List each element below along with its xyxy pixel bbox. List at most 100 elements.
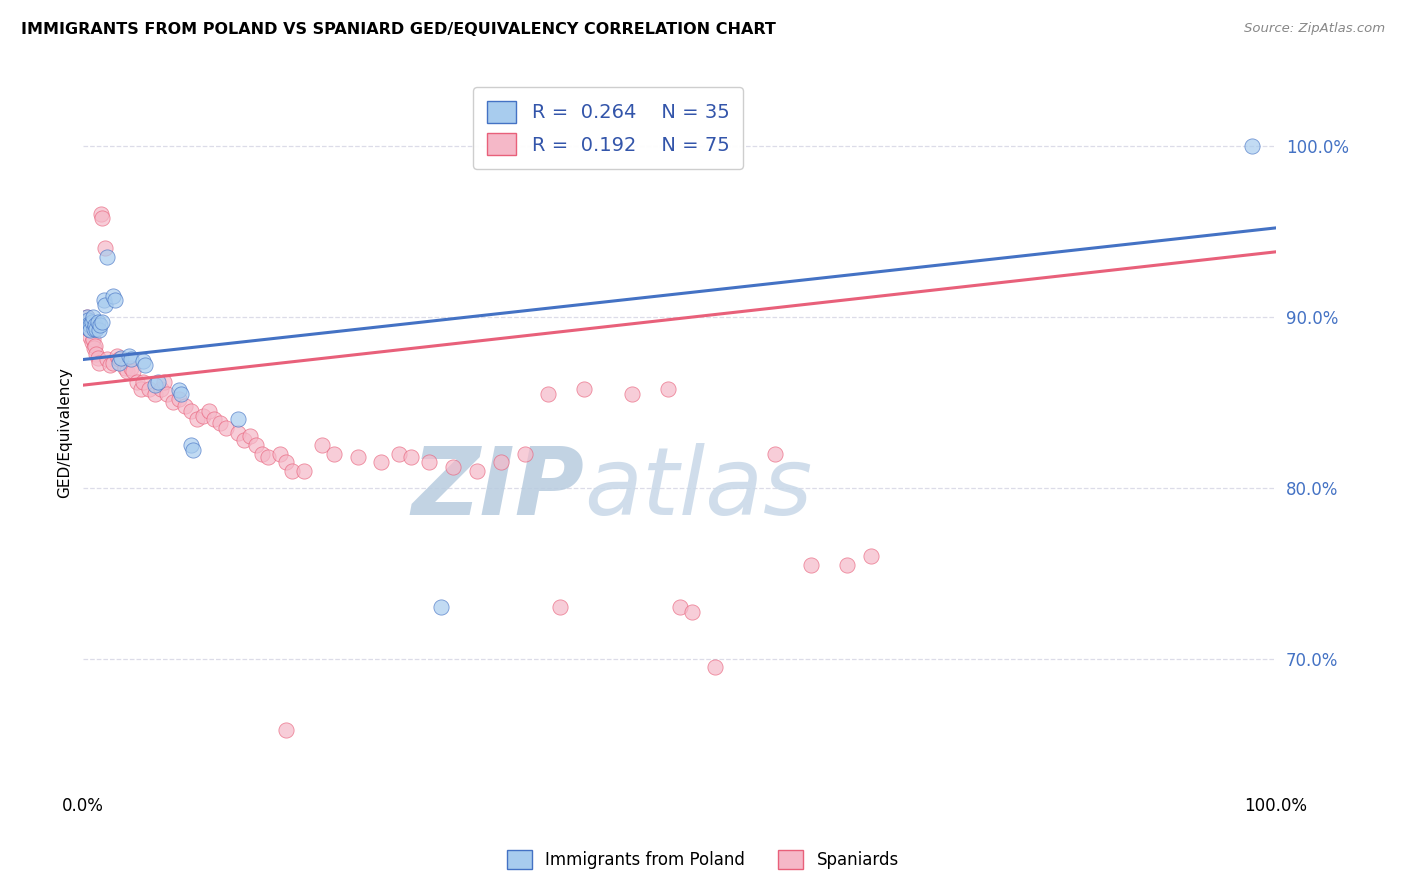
Point — [82, 332, 104, 346]
Point — [180, 438, 202, 452]
Point — [800, 558, 823, 572]
Point — [79, 318, 101, 333]
Point — [204, 412, 226, 426]
Point — [93, 293, 115, 307]
Point — [105, 349, 128, 363]
Point — [86, 347, 108, 361]
Point — [441, 460, 464, 475]
Point — [346, 450, 368, 464]
Point — [1241, 138, 1264, 153]
Point — [311, 438, 333, 452]
Point — [77, 317, 100, 331]
Point — [96, 250, 118, 264]
Point — [186, 412, 208, 426]
Point — [859, 549, 882, 563]
Y-axis label: GED/Equivalency: GED/Equivalency — [58, 367, 72, 498]
Text: atlas: atlas — [585, 443, 813, 534]
Point — [173, 399, 195, 413]
Point — [418, 455, 440, 469]
Point — [117, 364, 139, 378]
Point — [162, 395, 184, 409]
Point — [87, 323, 110, 337]
Point — [79, 323, 101, 337]
Point — [134, 358, 156, 372]
Point — [245, 438, 267, 452]
Point — [143, 386, 166, 401]
Point — [322, 446, 344, 460]
Point — [153, 375, 176, 389]
Point — [167, 392, 190, 406]
Text: Source: ZipAtlas.com: Source: ZipAtlas.com — [1244, 22, 1385, 36]
Point — [138, 382, 160, 396]
Point — [104, 293, 127, 307]
Point — [430, 600, 453, 615]
Point — [233, 433, 256, 447]
Point — [83, 322, 105, 336]
Point — [94, 298, 117, 312]
Point — [96, 352, 118, 367]
Point — [129, 382, 152, 396]
Point — [668, 600, 690, 615]
Point — [257, 450, 280, 464]
Point — [537, 386, 560, 401]
Point — [108, 352, 131, 367]
Point — [274, 455, 297, 469]
Point — [91, 211, 114, 225]
Point — [215, 421, 238, 435]
Point — [401, 450, 423, 464]
Point — [763, 446, 786, 460]
Point — [181, 443, 204, 458]
Point — [132, 354, 155, 368]
Point — [704, 660, 727, 674]
Point — [274, 723, 297, 738]
Point — [489, 455, 512, 469]
Point — [148, 375, 170, 389]
Point — [370, 455, 392, 469]
Point — [120, 352, 142, 367]
Point — [86, 322, 108, 336]
Point — [94, 241, 117, 255]
Point — [170, 386, 193, 401]
Point — [574, 382, 596, 396]
Point — [228, 425, 250, 440]
Point — [835, 558, 858, 572]
Point — [657, 382, 679, 396]
Legend: Immigrants from Poland, Spaniards: Immigrants from Poland, Spaniards — [496, 840, 910, 880]
Point — [513, 446, 536, 460]
Point — [101, 289, 124, 303]
Point — [122, 364, 145, 378]
Point — [110, 351, 132, 365]
Point — [465, 464, 488, 478]
Point — [108, 356, 131, 370]
Point — [191, 409, 214, 423]
Point — [77, 322, 100, 336]
Point — [143, 378, 166, 392]
Point — [87, 356, 110, 370]
Point — [84, 339, 107, 353]
Point — [120, 361, 142, 376]
Point — [77, 315, 100, 329]
Point — [269, 446, 291, 460]
Point — [101, 356, 124, 370]
Point — [180, 404, 202, 418]
Point — [80, 315, 103, 329]
Point — [239, 429, 262, 443]
Point — [98, 358, 121, 372]
Point — [281, 464, 304, 478]
Point — [620, 386, 643, 401]
Point — [117, 349, 139, 363]
Point — [90, 207, 112, 221]
Point — [114, 361, 136, 376]
Text: IMMIGRANTS FROM POLAND VS SPANIARD GED/EQUIVALENCY CORRELATION CHART: IMMIGRANTS FROM POLAND VS SPANIARD GED/E… — [21, 22, 776, 37]
Point — [82, 310, 104, 324]
Point — [76, 310, 98, 324]
Point — [89, 318, 111, 333]
Point — [86, 351, 108, 365]
Point — [132, 375, 155, 389]
Point — [167, 384, 190, 398]
Point — [84, 318, 107, 333]
Point — [77, 322, 100, 336]
Point — [250, 446, 273, 460]
Point — [550, 600, 572, 615]
Legend: R =  0.264    N = 35, R =  0.192    N = 75: R = 0.264 N = 35, R = 0.192 N = 75 — [474, 87, 742, 169]
